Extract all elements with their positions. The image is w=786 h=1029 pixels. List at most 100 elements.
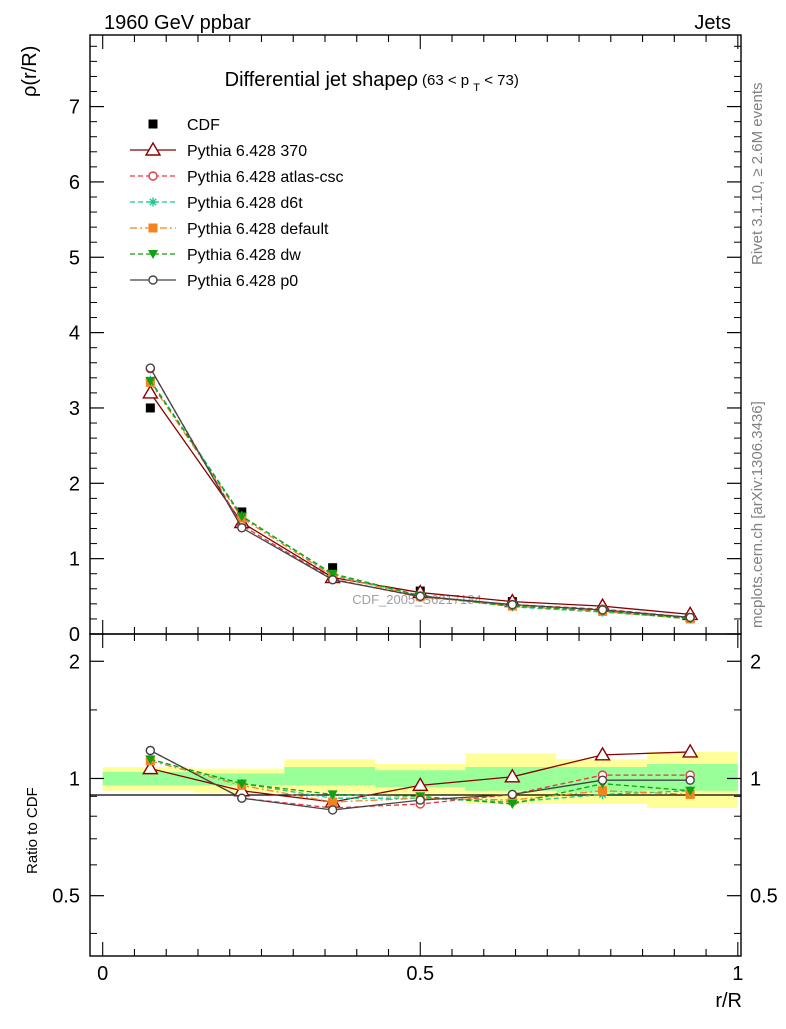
ratio-point-pythia-6-428-370	[681, 743, 699, 758]
point-cdf	[145, 403, 155, 413]
ratio-point-pythia-6-428-p0	[685, 775, 695, 785]
legend-entry-pythia-6-428-dw: Pythia 6.428 dw	[130, 247, 301, 264]
header-analysis-label: Jets	[694, 12, 731, 34]
point-pythia-6-428-p0	[597, 605, 608, 615]
point-pythia-6-428-p0	[145, 363, 156, 373]
ratio-point-pythia-6-428-dw	[145, 755, 156, 765]
main-ylabel: ρ(r/R)	[19, 46, 41, 97]
xtick-label: 1	[732, 963, 743, 985]
ratio-panel: 0.5 0.5 1 1 2 2 0 0.5 1 Ratio to CDF r/R	[24, 633, 778, 1012]
main-title-range: (63 < p T < 73)	[422, 72, 519, 95]
legend-marker-pythia-6-428-dw	[148, 250, 158, 259]
ratio-point-pythia-6-428-dw	[507, 799, 518, 809]
main-ytick-label: 2	[69, 473, 80, 495]
legend-marker-cdf	[148, 119, 158, 129]
point-pythia-6-428-p0	[327, 575, 338, 585]
legend-entry-pythia-6-428-default: Pythia 6.428 default	[130, 221, 329, 238]
line-pythia-6-428-d6t	[149, 379, 691, 619]
ratio-ytick-label-right: 0.5	[750, 886, 778, 908]
ratio-ytick-label: 0.5	[52, 886, 80, 908]
legend-marker-pythia-6-428-370	[144, 141, 162, 156]
main-title-text: Differential jet shapeρ	[225, 69, 418, 91]
ratio-point-pythia-6-428-default	[328, 797, 338, 807]
legend-marker-pythia-6-428-p0	[148, 275, 158, 285]
legend-label-pythia-6-428-default: Pythia 6.428 default	[187, 221, 329, 238]
legend-entry-pythia-6-428-p0: Pythia 6.428 p0	[130, 273, 298, 290]
x-axis-label: r/R	[715, 990, 742, 1012]
series-pythia-6-428-atlas-csc	[145, 364, 695, 623]
point-pythia-6-428-p0	[237, 523, 247, 533]
main-ytick-label: 5	[69, 247, 80, 269]
ratio-point-pythia-6-428-dw	[236, 779, 247, 789]
legend-marker-pythia-6-428-default	[148, 223, 158, 233]
main-ytick-label: 3	[69, 398, 80, 420]
legend-entry-cdf: CDF	[148, 117, 220, 134]
series-pythia-6-428-p0	[145, 363, 695, 623]
ratio-point-pythia-6-428-dw	[685, 786, 696, 796]
series-pythia-6-428-370	[142, 384, 699, 621]
band-green	[284, 767, 376, 786]
ratio-point-pythia-6-428-p0	[507, 789, 518, 800]
xtick-label: 0	[97, 963, 108, 985]
ratio-point-pythia-6-428-370	[504, 768, 521, 783]
point-pythia-6-428-dw	[327, 569, 338, 579]
ratio-series-group	[142, 743, 699, 815]
legend-entry-pythia-6-428-atlas-csc: Pythia 6.428 atlas-csc	[130, 169, 344, 186]
line-pythia-6-428-p0	[149, 367, 691, 619]
ratio-point-pythia-6-428-370	[412, 776, 429, 792]
band-green	[193, 773, 285, 786]
ratio-point-pythia-6-428-370	[594, 746, 611, 761]
main-axis-ticks: 0 1 2 3 4 5 6 7	[69, 35, 741, 646]
side-rivet-label: Rivet 3.1.10, ≥ 2.6M events	[749, 83, 766, 266]
ratio-point-pythia-6-428-p0	[327, 805, 338, 815]
ratio-point-pythia-6-428-p0	[237, 793, 247, 803]
point-pythia-6-428-370	[142, 384, 159, 399]
legend-label-pythia-6-428-370: Pythia 6.428 370	[187, 143, 307, 160]
legend-label-pythia-6-428-d6t: Pythia 6.428 d6t	[187, 195, 303, 212]
ratio-ytick-label-right: 1	[750, 768, 761, 790]
main-ytick-label: 7	[69, 97, 80, 119]
ratio-point-pythia-6-428-default	[598, 786, 608, 796]
line-pythia-6-428-370	[149, 392, 691, 616]
legend-label-pythia-6-428-p0: Pythia 6.428 p0	[187, 273, 298, 290]
main-ytick-label: 6	[69, 172, 80, 194]
main-ytick-label: 1	[69, 549, 80, 571]
main-ytick-label: 0	[69, 624, 80, 646]
ratio-point-pythia-6-428-p0	[597, 775, 608, 785]
legend-label-pythia-6-428-atlas-csc: Pythia 6.428 atlas-csc	[187, 169, 344, 186]
band-green	[102, 771, 194, 786]
main-title-range-close: < 73)	[484, 72, 519, 89]
line-pythia-6-428-atlas-csc	[149, 368, 691, 619]
ratio-plot-frame	[89, 633, 742, 957]
point-pythia-6-428-p0	[415, 591, 425, 602]
ratio-ylabel: Ratio to CDF	[24, 787, 41, 874]
point-pythia-6-428-dw	[236, 512, 247, 522]
legend: CDF Pythia 6.428 370 Pythia 6.428 atlas-cs…	[130, 117, 344, 290]
point-pythia-6-428-p0	[507, 599, 518, 610]
point-cdf	[328, 563, 338, 573]
main-title-range-open: (63 < p	[422, 72, 469, 89]
legend-entry-pythia-6-428-d6t: Pythia 6.428 d6t	[130, 195, 303, 212]
ratio-ytick-label: 1	[69, 768, 80, 790]
ratio-axis-ticks: 0.5 0.5 1 1 2 2 0 0.5 1	[52, 634, 778, 985]
ratio-point-pythia-6-428-370	[142, 760, 159, 775]
ratio-point-pythia-6-428-dw	[327, 790, 338, 800]
ratio-series-pythia-6-428-p0	[145, 745, 695, 815]
ratio-ytick-label: 2	[69, 651, 80, 673]
legend-marker-pythia-6-428-d6t	[148, 197, 158, 207]
legend-entry-pythia-6-428-370: Pythia 6.428 370	[130, 141, 307, 160]
xtick-label: 0.5	[406, 963, 434, 985]
point-pythia-6-428-p0	[685, 612, 695, 623]
legend-label-pythia-6-428-dw: Pythia 6.428 dw	[187, 247, 301, 264]
main-ytick-label: 4	[69, 323, 80, 345]
ratio-ytick-label-right: 2	[750, 651, 761, 673]
ratio-point-pythia-6-428-p0	[145, 745, 156, 756]
main-title-range-sub: T	[473, 82, 480, 94]
main-series-group	[142, 363, 699, 624]
legend-label-cdf: CDF	[187, 117, 220, 134]
ratio-point-pythia-6-428-p0	[415, 795, 425, 805]
side-mcplots-label: mcplots.cern.ch [arXiv:1306.3436]	[749, 401, 766, 628]
legend-marker-pythia-6-428-atlas-csc	[148, 171, 158, 181]
